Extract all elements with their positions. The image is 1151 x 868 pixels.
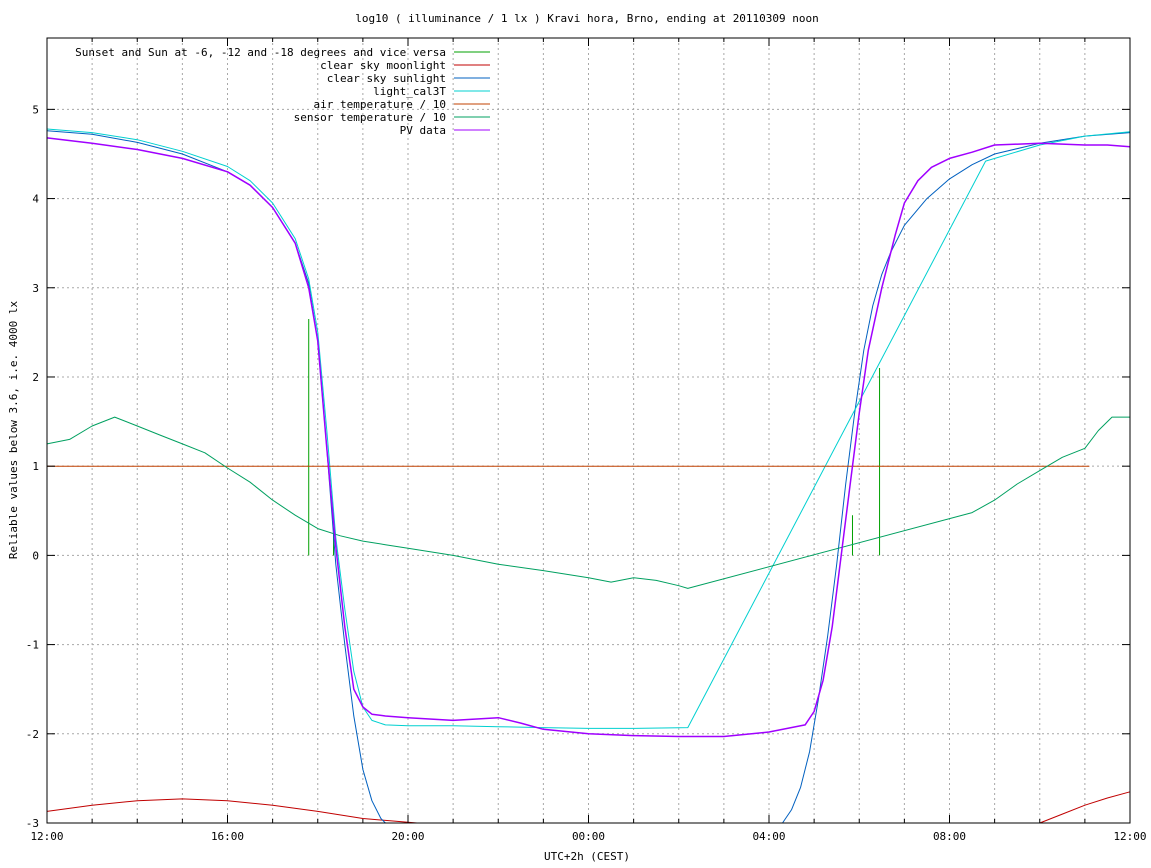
x-tick-label: 00:00	[572, 830, 605, 843]
x-tick-label: 12:00	[1113, 830, 1146, 843]
series-line-light-cal3t	[46, 128, 1131, 729]
legend-label: Sunset and Sun at -6, -12 and -18 degree…	[75, 46, 446, 59]
y-tick-label: 1	[32, 460, 39, 473]
legend: Sunset and Sun at -6, -12 and -18 degree…	[75, 46, 490, 137]
legend-label: PV data	[400, 124, 446, 137]
x-tick-label: 16:00	[211, 830, 244, 843]
legend-label: sensor temperature / 10	[294, 111, 446, 124]
y-tick-label: 2	[32, 371, 39, 384]
y-tick-label: 3	[32, 282, 39, 295]
legend-label: light_cal3T	[373, 85, 446, 98]
legend-label: air temperature / 10	[314, 98, 446, 111]
y-tick-label: 4	[32, 193, 39, 206]
y-tick-label: 0	[32, 549, 39, 562]
y-tick-label: -2	[26, 728, 39, 741]
x-tick-label: 20:00	[391, 830, 424, 843]
y-axis-label: Reliable values below 3.6, i.e. 4000 lx	[7, 300, 20, 559]
series-line-sensor-temperature-10	[46, 416, 1130, 589]
legend-label: clear sky sunlight	[327, 72, 446, 85]
y-tick-label: 5	[32, 103, 39, 116]
x-tick-label: 12:00	[30, 830, 63, 843]
series-line-pv-data	[46, 137, 1131, 738]
y-tick-label: -3	[26, 817, 39, 830]
series-line-clear-sky-sunlight	[782, 132, 1131, 824]
legend-label: clear sky moonlight	[320, 59, 446, 72]
y-tick-label: -1	[26, 639, 39, 652]
series-line-clear-sky-moonlight	[46, 798, 418, 824]
chart-title: log10 ( illuminance / 1 lx ) Kravi hora,…	[355, 12, 819, 25]
x-axis-label: UTC+2h (CEST)	[544, 850, 630, 863]
series-line-clear-sky-moonlight	[1039, 791, 1131, 824]
x-tick-label: 08:00	[933, 830, 966, 843]
x-tick-label: 04:00	[752, 830, 785, 843]
axis-ticks: 12:00 16:00 20:00 00:00 04:00 08:00 12:00-3-2-…	[26, 38, 1147, 843]
plot-series	[46, 128, 1131, 824]
